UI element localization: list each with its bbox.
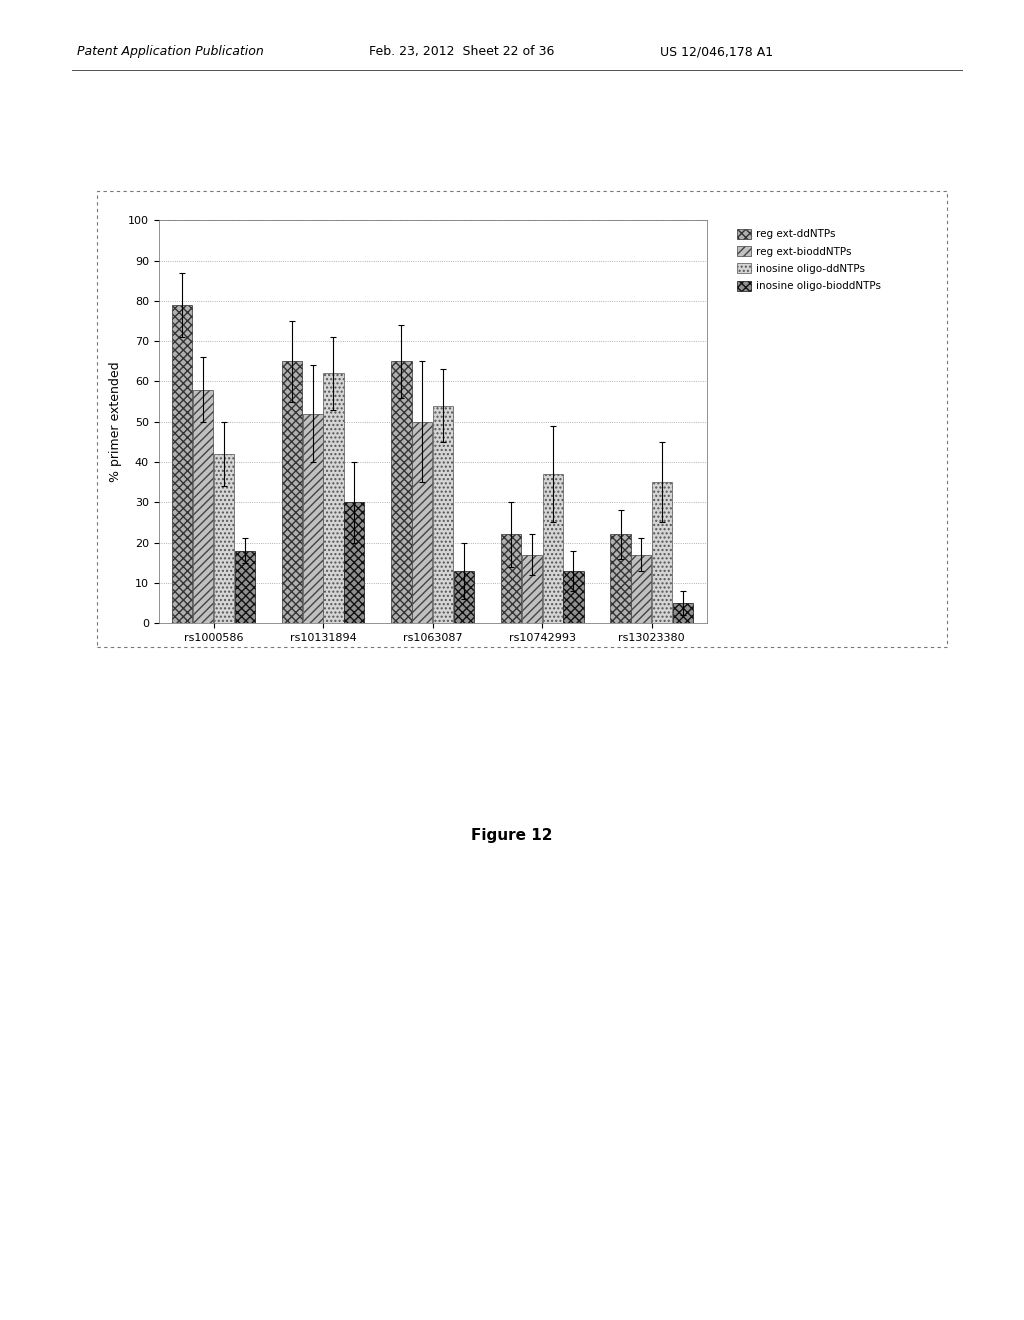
Bar <box>282 362 302 623</box>
Bar <box>412 422 432 623</box>
Bar <box>631 554 651 623</box>
Bar <box>324 374 344 623</box>
Bar <box>302 413 323 623</box>
Y-axis label: % primer extended: % primer extended <box>110 362 123 482</box>
Text: Figure 12: Figure 12 <box>471 828 553 842</box>
Text: US 12/046,178 A1: US 12/046,178 A1 <box>660 45 773 58</box>
Bar <box>454 570 474 623</box>
Legend: reg ext-ddNTPs, reg ext-bioddNTPs, inosine oligo-ddNTPs, inosine oligo-bioddNTPs: reg ext-ddNTPs, reg ext-bioddNTPs, inosi… <box>733 226 884 294</box>
Text: Feb. 23, 2012  Sheet 22 of 36: Feb. 23, 2012 Sheet 22 of 36 <box>369 45 554 58</box>
Bar <box>652 482 673 623</box>
Bar <box>234 550 255 623</box>
Bar <box>172 305 193 623</box>
Bar <box>543 474 563 623</box>
Text: Patent Application Publication: Patent Application Publication <box>77 45 263 58</box>
Bar <box>193 389 213 623</box>
Bar <box>214 454 234 623</box>
Bar <box>610 535 631 623</box>
Bar <box>521 554 542 623</box>
Bar <box>501 535 521 623</box>
Bar <box>433 405 454 623</box>
Bar <box>344 502 365 623</box>
Bar <box>673 603 693 623</box>
Bar <box>391 362 412 623</box>
Bar <box>563 570 584 623</box>
